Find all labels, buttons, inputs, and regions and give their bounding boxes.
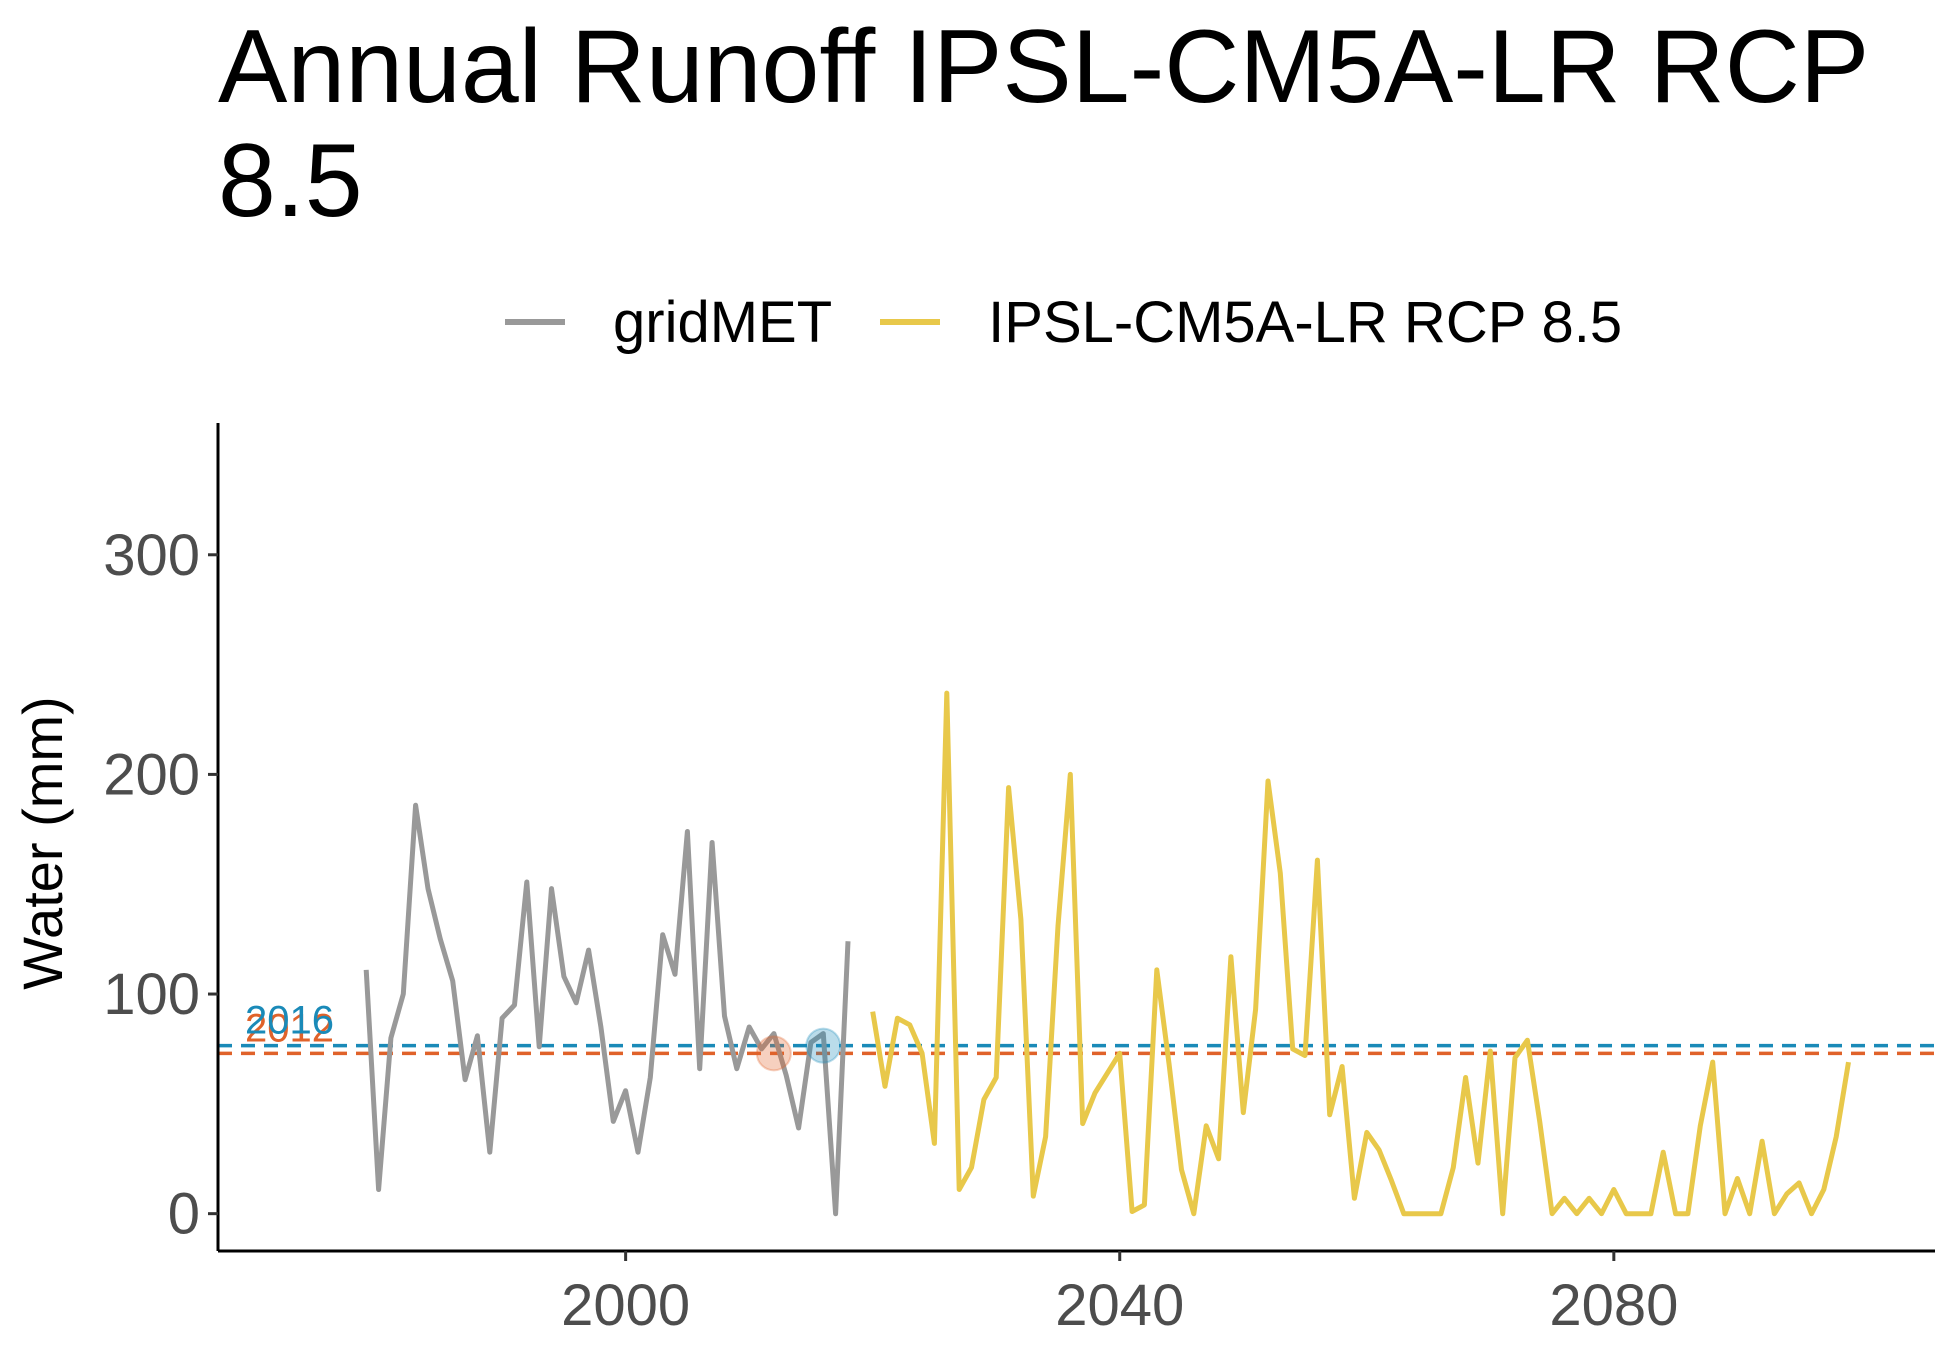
reference-marker-2012 <box>755 1035 792 1072</box>
legend-swatch-gridmet <box>505 319 565 325</box>
series-layer <box>363 690 1851 1217</box>
x-tick-label: 2080 <box>1549 1273 1678 1338</box>
y-tick-label: 200 <box>103 742 200 807</box>
x-tick-label: 2000 <box>561 1273 690 1338</box>
series-line-1 <box>870 690 1851 1217</box>
legend-swatch-ipsl <box>880 319 941 325</box>
axes: 0 100 200 300 2000 2040 2080 <box>103 423 1935 1338</box>
legend-item-gridmet: gridMET <box>505 289 832 356</box>
y-tick-label: 100 <box>103 962 200 1027</box>
legend-item-ipsl: IPSL-CM5A-LR RCP 8.5 <box>880 289 1622 356</box>
reference-markers <box>755 1027 842 1072</box>
reference-label-2012: 2012 <box>245 1006 334 1050</box>
legend: gridMET IPSL-CM5A-LR RCP 8.5 <box>505 282 1670 362</box>
y-tick-label: 0 <box>168 1182 200 1247</box>
legend-label-gridmet: gridMET <box>613 289 833 355</box>
legend-label-ipsl: IPSL-CM5A-LR RCP 8.5 <box>988 289 1623 355</box>
chart-title: Annual Runoff IPSL-CM5A-LR RCP 8.5 <box>218 9 1868 239</box>
x-tick-label: 2040 <box>1055 1273 1184 1338</box>
series-line-0 <box>363 802 851 1217</box>
y-tick-label: 300 <box>103 523 200 588</box>
reference-label-2016: 2016 <box>245 999 334 1043</box>
reference-marker-2016 <box>805 1027 842 1064</box>
y-axis-title: Water (mm) <box>11 696 74 989</box>
